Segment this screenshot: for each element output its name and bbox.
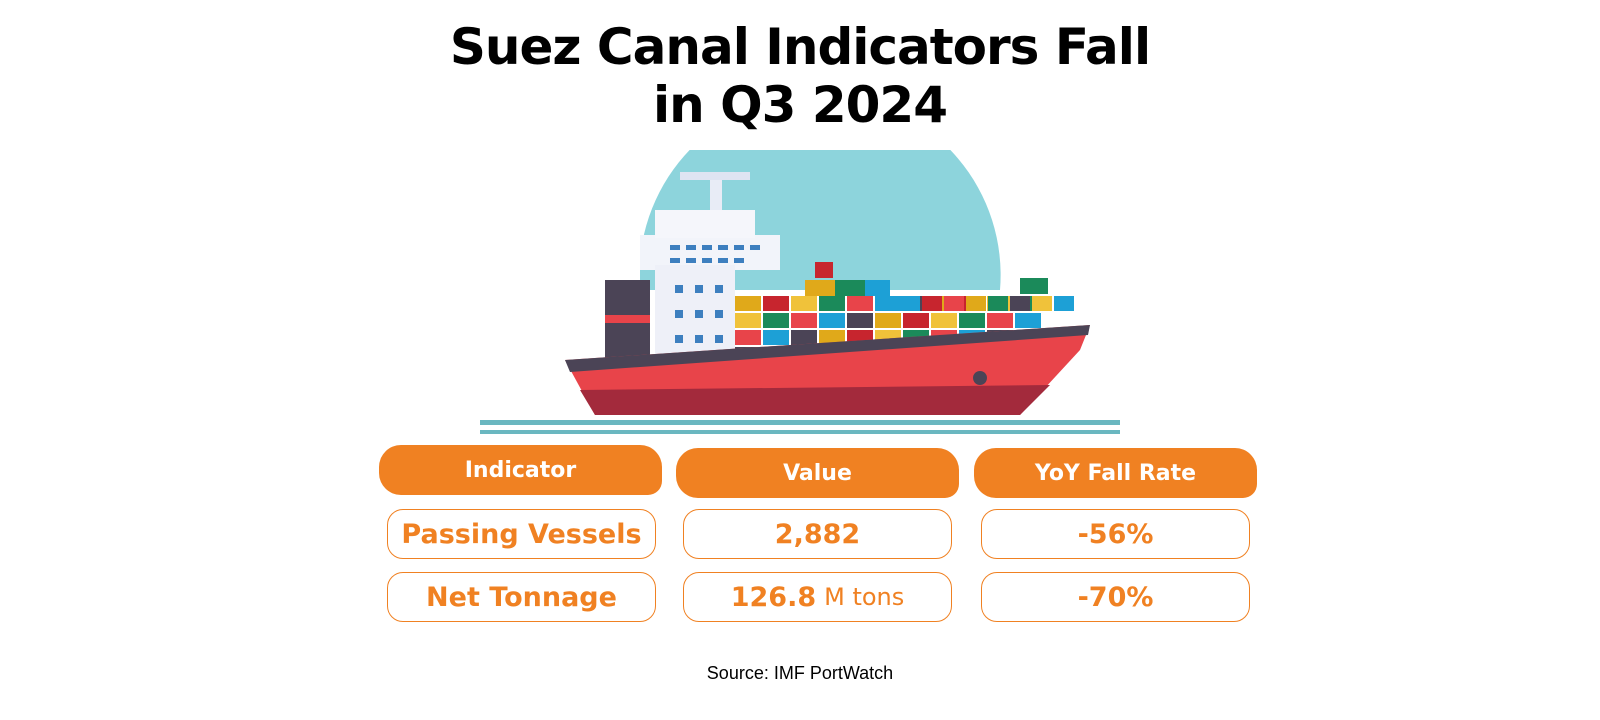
cell-fall-rate: -70%	[981, 572, 1250, 622]
header-value: Value	[676, 448, 959, 498]
cell-fall-rate: -56%	[981, 509, 1250, 559]
cargo-ship-illustration	[480, 150, 1120, 434]
header-indicator: Indicator	[379, 445, 662, 495]
value-number: 2,882	[774, 518, 861, 550]
header-yoy-fall-rate: YoY Fall Rate	[974, 448, 1257, 498]
cell-value: 2,882	[683, 509, 952, 559]
value-unit: M tons	[824, 583, 905, 611]
value-number: 126.8	[730, 581, 817, 613]
cell-value: 126.8 M tons	[683, 572, 952, 622]
cell-indicator: Passing Vessels	[387, 509, 656, 559]
source-note: Source: IMF PortWatch	[706, 663, 894, 683]
cell-indicator: Net Tonnage	[387, 572, 656, 622]
page-title: Suez Canal Indicators Fall in Q3 2024	[449, 18, 1151, 134]
